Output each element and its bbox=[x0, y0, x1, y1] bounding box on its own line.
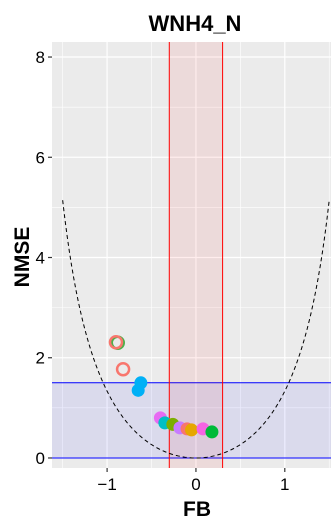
data-point bbox=[185, 423, 198, 437]
data-point bbox=[131, 383, 145, 397]
axes: −1 0 1 0 2 4 6 8 bbox=[36, 48, 290, 494]
data-point bbox=[205, 425, 219, 439]
x-axis-title: FB bbox=[183, 498, 211, 521]
y-axis-title: NMSE bbox=[11, 227, 34, 288]
data-point bbox=[108, 334, 124, 350]
y-tick-label: 4 bbox=[36, 249, 45, 268]
y-tick-label: 6 bbox=[36, 148, 45, 167]
acceptance-bands bbox=[52, 42, 331, 468]
x-tick-label: 0 bbox=[191, 475, 200, 494]
y-tick-label: 2 bbox=[36, 349, 45, 368]
data-point bbox=[115, 362, 131, 377]
y-tick-label: 0 bbox=[36, 449, 45, 468]
fb-band bbox=[169, 42, 223, 468]
data-points bbox=[108, 334, 219, 439]
chart-title: WNH4_N bbox=[149, 11, 242, 36]
nmse-band bbox=[52, 382, 331, 458]
y-tick-label: 8 bbox=[36, 48, 45, 67]
reference-curve-line bbox=[62, 200, 330, 459]
x-tick-label: 1 bbox=[280, 475, 289, 494]
grid bbox=[52, 42, 331, 468]
x-tick-label: −1 bbox=[97, 475, 116, 494]
reference-curve bbox=[62, 200, 330, 459]
